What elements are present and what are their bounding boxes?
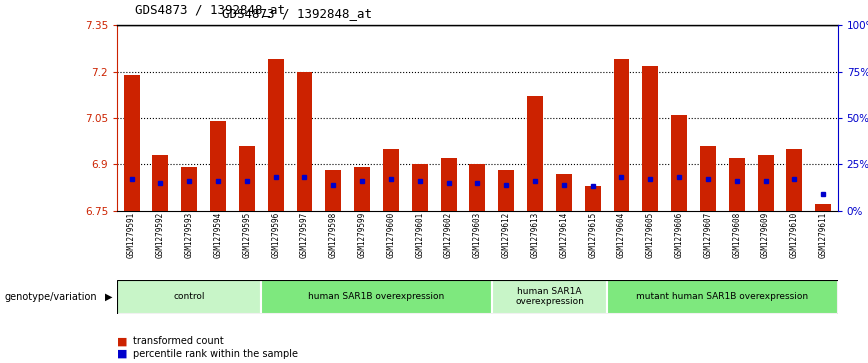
Text: GSM1279608: GSM1279608 (733, 212, 741, 258)
Text: GSM1279604: GSM1279604 (617, 212, 626, 258)
Bar (642, 65, 658, 211)
Bar (210, 121, 226, 211)
Text: ■: ■ (117, 336, 128, 346)
Text: GSM1279594: GSM1279594 (214, 212, 222, 258)
Text: GSM1279610: GSM1279610 (790, 212, 799, 258)
Bar (411, 164, 428, 211)
Text: GSM1279615: GSM1279615 (589, 212, 597, 258)
Bar (498, 170, 514, 211)
Text: GSM1279614: GSM1279614 (559, 212, 569, 258)
Text: ■: ■ (117, 349, 128, 359)
Bar (614, 59, 629, 211)
Text: GSM1279603: GSM1279603 (473, 212, 482, 258)
Bar (671, 115, 687, 211)
Text: transformed count: transformed count (133, 336, 224, 346)
Bar (556, 174, 572, 211)
Text: GDS4873 / 1392848_at: GDS4873 / 1392848_at (135, 3, 285, 16)
Bar (181, 167, 197, 211)
Bar (815, 204, 832, 211)
Text: GSM1279605: GSM1279605 (646, 212, 654, 258)
Bar (267, 59, 284, 211)
Text: mutant human SAR1B overexpression: mutant human SAR1B overexpression (636, 292, 808, 301)
Bar (729, 158, 745, 211)
Bar (354, 167, 370, 211)
Text: percentile rank within the sample: percentile rank within the sample (133, 349, 298, 359)
Text: GSM1279599: GSM1279599 (358, 212, 366, 258)
Bar (123, 75, 140, 211)
Bar (297, 72, 312, 211)
Bar (261, 280, 492, 314)
Bar (383, 149, 399, 211)
Text: GSM1279596: GSM1279596 (271, 212, 280, 258)
Bar (492, 280, 607, 314)
Text: GSM1279595: GSM1279595 (242, 212, 252, 258)
Text: human SAR1A
overexpression: human SAR1A overexpression (515, 287, 584, 306)
Text: GSM1279600: GSM1279600 (386, 212, 396, 258)
Bar (441, 158, 457, 211)
Bar (607, 280, 838, 314)
Text: genotype/variation: genotype/variation (4, 292, 97, 302)
Text: GSM1279597: GSM1279597 (300, 212, 309, 258)
Text: GSM1279606: GSM1279606 (674, 212, 684, 258)
Text: GDS4873 / 1392848_at: GDS4873 / 1392848_at (221, 7, 372, 20)
Text: ▶: ▶ (105, 292, 113, 302)
Text: GSM1279612: GSM1279612 (502, 212, 510, 258)
Text: GSM1279602: GSM1279602 (444, 212, 453, 258)
Bar (153, 155, 168, 211)
Bar (758, 155, 773, 211)
Text: GSM1279598: GSM1279598 (329, 212, 338, 258)
Bar (585, 186, 601, 211)
Text: GSM1279593: GSM1279593 (185, 212, 194, 258)
Text: GSM1279601: GSM1279601 (415, 212, 424, 258)
Text: human SAR1B overexpression: human SAR1B overexpression (308, 292, 444, 301)
Text: GSM1279609: GSM1279609 (761, 212, 770, 258)
Bar (326, 170, 341, 211)
Text: GSM1279607: GSM1279607 (703, 212, 713, 258)
Bar (117, 280, 261, 314)
Text: GSM1279613: GSM1279613 (530, 212, 540, 258)
Text: GSM1279611: GSM1279611 (819, 212, 828, 258)
Bar (470, 164, 485, 211)
Text: control: control (174, 292, 205, 301)
Bar (239, 146, 255, 211)
Bar (527, 96, 543, 211)
Text: GSM1279591: GSM1279591 (127, 212, 136, 258)
Text: GSM1279592: GSM1279592 (156, 212, 165, 258)
Bar (700, 146, 716, 211)
Bar (786, 149, 802, 211)
